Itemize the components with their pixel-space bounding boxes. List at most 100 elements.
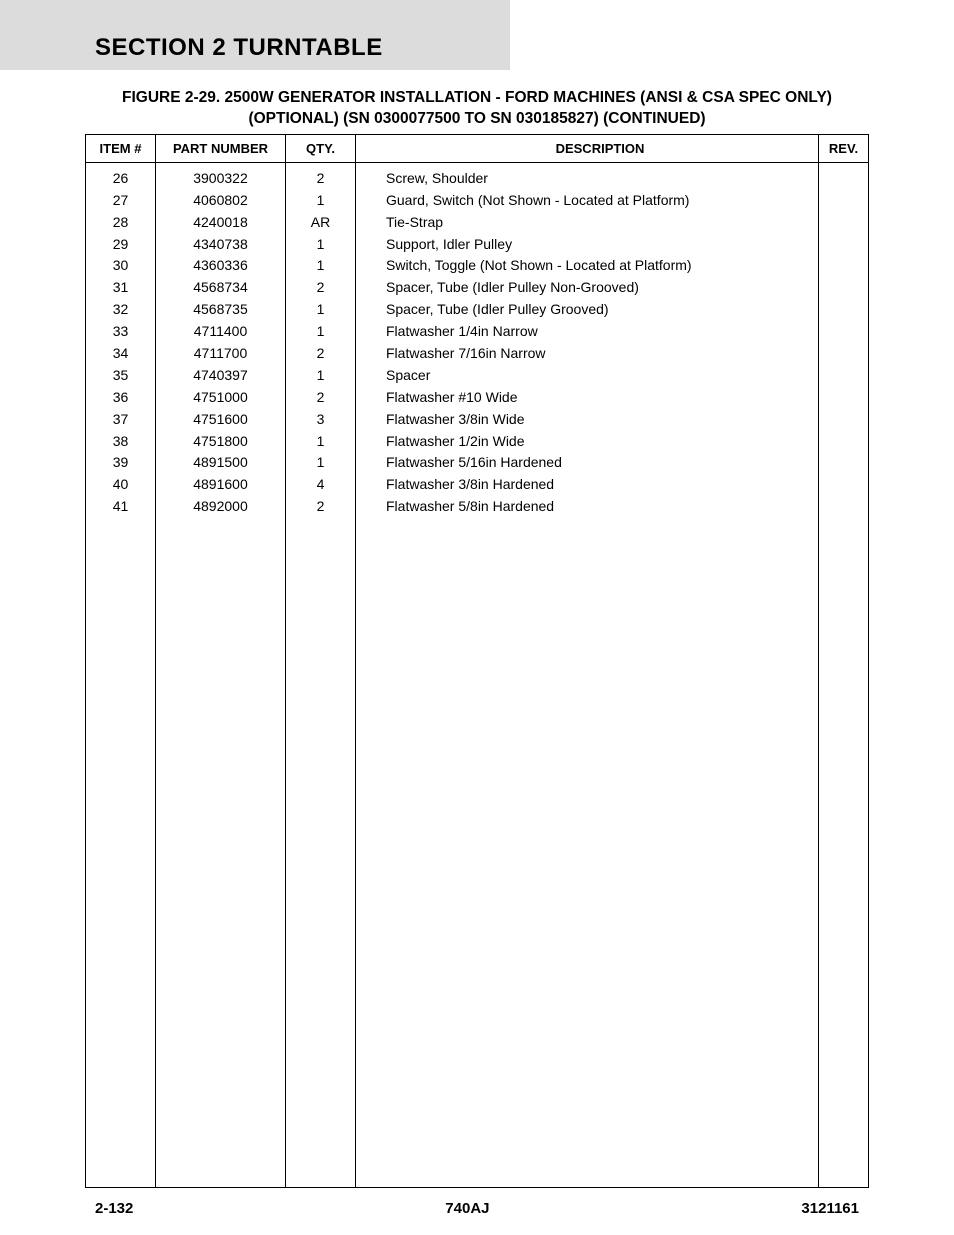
figure-title: FIGURE 2-29. 2500W GENERATOR INSTALLATIO…: [95, 88, 859, 130]
cell-rev: [819, 233, 869, 255]
cell-part: 4568734: [156, 277, 286, 299]
page: SECTION 2 TURNTABLE FIGURE 2-29. 2500W G…: [0, 0, 954, 1235]
table-row: 2740608021Guard, Switch (Not Shown - Loc…: [86, 189, 869, 211]
section-header-bar: SECTION 2 TURNTABLE: [0, 0, 510, 70]
cell-qty: 2: [286, 277, 356, 299]
cell-qty: 1: [286, 430, 356, 452]
cell-item: 31: [86, 277, 156, 299]
cell-part: 3900322: [156, 162, 286, 189]
cell-part: 4060802: [156, 189, 286, 211]
cell-part: 4711700: [156, 342, 286, 364]
cell-rev: [819, 162, 869, 189]
cell-rev: [819, 386, 869, 408]
cell-item: 37: [86, 408, 156, 430]
filler-cell: [156, 518, 286, 1188]
cell-rev: [819, 430, 869, 452]
footer-doc-number: 3121161: [801, 1200, 859, 1217]
table-row: 2943407381Support, Idler Pulley: [86, 233, 869, 255]
table-row: 3547403971Spacer: [86, 364, 869, 386]
table-row: 3145687342Spacer, Tube (Idler Pulley Non…: [86, 277, 869, 299]
cell-qty: 2: [286, 496, 356, 518]
filler-cell: [819, 518, 869, 1188]
filler-cell: [286, 518, 356, 1188]
cell-desc: Flatwasher 3/8in Hardened: [356, 474, 819, 496]
cell-desc: Flatwasher 1/2in Wide: [356, 430, 819, 452]
cell-qty: 1: [286, 321, 356, 343]
cell-qty: 1: [286, 189, 356, 211]
cell-part: 4711400: [156, 321, 286, 343]
table-row: 3245687351Spacer, Tube (Idler Pulley Gro…: [86, 299, 869, 321]
cell-rev: [819, 299, 869, 321]
table-row: 3347114001Flatwasher 1/4in Narrow: [86, 321, 869, 343]
col-header-desc: DESCRIPTION: [356, 134, 819, 162]
cell-desc: Guard, Switch (Not Shown - Located at Pl…: [356, 189, 819, 211]
cell-rev: [819, 496, 869, 518]
cell-item: 40: [86, 474, 156, 496]
cell-desc: Spacer: [356, 364, 819, 386]
table-filler-row: [86, 518, 869, 1188]
cell-qty: 3: [286, 408, 356, 430]
cell-part: 4891600: [156, 474, 286, 496]
cell-part: 4892000: [156, 496, 286, 518]
cell-item: 27: [86, 189, 156, 211]
cell-part: 4240018: [156, 211, 286, 233]
cell-rev: [819, 408, 869, 430]
cell-rev: [819, 211, 869, 233]
cell-qty: 1: [286, 452, 356, 474]
cell-rev: [819, 277, 869, 299]
cell-desc: Flatwasher 3/8in Wide: [356, 408, 819, 430]
cell-desc: Flatwasher 5/16in Hardened: [356, 452, 819, 474]
filler-cell: [86, 518, 156, 1188]
parts-table: ITEM # PART NUMBER QTY. DESCRIPTION REV.…: [85, 134, 869, 1188]
cell-desc: Flatwasher 7/16in Narrow: [356, 342, 819, 364]
cell-item: 29: [86, 233, 156, 255]
table-row: 4048916004Flatwasher 3/8in Hardened: [86, 474, 869, 496]
cell-desc: Spacer, Tube (Idler Pulley Grooved): [356, 299, 819, 321]
cell-item: 30: [86, 255, 156, 277]
cell-desc: Flatwasher #10 Wide: [356, 386, 819, 408]
cell-item: 39: [86, 452, 156, 474]
cell-item: 35: [86, 364, 156, 386]
cell-rev: [819, 189, 869, 211]
cell-rev: [819, 452, 869, 474]
cell-rev: [819, 255, 869, 277]
cell-desc: Flatwasher 5/8in Hardened: [356, 496, 819, 518]
cell-item: 28: [86, 211, 156, 233]
cell-qty: 4: [286, 474, 356, 496]
col-header-item: ITEM #: [86, 134, 156, 162]
col-header-rev: REV.: [819, 134, 869, 162]
footer-page-number: 2-132: [95, 1200, 133, 1217]
filler-cell: [356, 518, 819, 1188]
cell-qty: 1: [286, 299, 356, 321]
cell-qty: 1: [286, 233, 356, 255]
cell-part: 4751800: [156, 430, 286, 452]
cell-desc: Flatwasher 1/4in Narrow: [356, 321, 819, 343]
cell-item: 41: [86, 496, 156, 518]
cell-item: 26: [86, 162, 156, 189]
cell-rev: [819, 364, 869, 386]
table-header-row: ITEM # PART NUMBER QTY. DESCRIPTION REV.: [86, 134, 869, 162]
cell-desc: Switch, Toggle (Not Shown - Located at P…: [356, 255, 819, 277]
cell-rev: [819, 342, 869, 364]
cell-desc: Support, Idler Pulley: [356, 233, 819, 255]
cell-qty: 2: [286, 386, 356, 408]
footer-model: 740AJ: [445, 1200, 489, 1217]
table-row: 3647510002Flatwasher #10 Wide: [86, 386, 869, 408]
cell-desc: Screw, Shoulder: [356, 162, 819, 189]
cell-part: 4891500: [156, 452, 286, 474]
cell-qty: AR: [286, 211, 356, 233]
cell-item: 36: [86, 386, 156, 408]
cell-item: 32: [86, 299, 156, 321]
cell-qty: 2: [286, 162, 356, 189]
cell-part: 4568735: [156, 299, 286, 321]
cell-desc: Tie-Strap: [356, 211, 819, 233]
cell-qty: 2: [286, 342, 356, 364]
cell-qty: 1: [286, 364, 356, 386]
cell-part: 4340738: [156, 233, 286, 255]
parts-table-wrap: ITEM # PART NUMBER QTY. DESCRIPTION REV.…: [85, 134, 869, 1188]
cell-part: 4360336: [156, 255, 286, 277]
table-row: 2639003222Screw, Shoulder: [86, 162, 869, 189]
table-row: 4148920002Flatwasher 5/8in Hardened: [86, 496, 869, 518]
table-row: 3948915001Flatwasher 5/16in Hardened: [86, 452, 869, 474]
table-row: 284240018ARTie-Strap: [86, 211, 869, 233]
